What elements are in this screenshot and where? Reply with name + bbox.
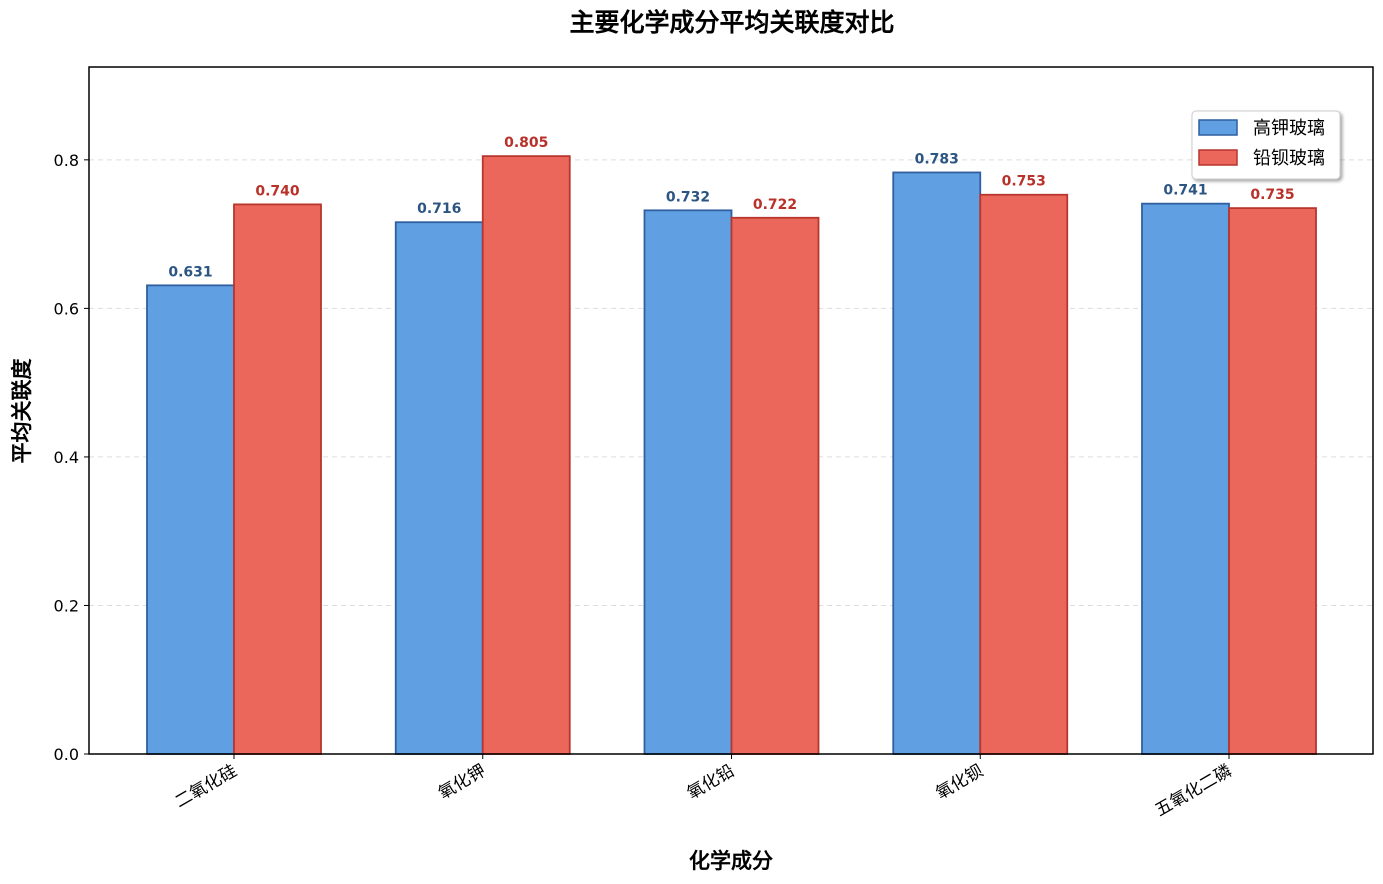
bar-high-potassium [146,284,235,755]
bar-high-potassium [643,209,733,755]
bar-lead-barium [730,216,820,755]
x-tick-label: 氧化铅 [684,761,738,804]
chart-title: 主要化学成分平均关联度对比 [569,8,894,37]
x-tick-label: 氧化钾 [435,761,489,804]
bar-value-label: 0.716 [417,201,461,217]
bar-value-label: 0.783 [915,151,959,167]
bar-value-label: 0.722 [753,197,797,213]
bar-lead-barium [979,193,1069,755]
y-tick-label: 0.4 [54,448,79,467]
x-tick-label: 氧化钡 [933,761,987,804]
legend: 高钾玻璃 铅钡玻璃 [1191,110,1341,180]
value-labels: 0.631 0.740 0.716 0.805 0.732 0.722 0.783 0.753… [168,135,1294,280]
bar-value-label: 0.741 [1163,183,1207,199]
legend-label-high-potassium: 高钾玻璃 [1253,118,1325,139]
bars [146,155,1317,755]
legend-swatch-high-potassium [1198,119,1238,136]
bar-high-potassium [394,221,484,755]
y-tick-label: 0.8 [54,151,79,170]
bar-value-label: 0.805 [504,135,548,151]
legend-label-lead-barium: 铅钡玻璃 [1253,148,1325,169]
bar-value-label: 0.732 [666,189,710,205]
bar-lead-barium [481,155,571,755]
legend-swatch-lead-barium [1198,149,1238,166]
y-tick-label: 0.6 [54,299,79,318]
bar-value-label: 0.631 [168,264,212,280]
bar-high-potassium [1141,202,1230,755]
y-tick-label: 0.0 [54,745,79,764]
y-axis-ticks: 0.0 0.2 0.4 0.6 0.8 [54,151,89,764]
bar-value-label: 0.735 [1250,187,1294,203]
y-tick-label: 0.2 [54,596,79,615]
bar-lead-barium [1228,207,1317,755]
x-tick-label: 二氧化硅 [172,761,241,812]
bar-high-potassium [892,171,982,755]
bar-value-label: 0.753 [1002,174,1046,190]
bar-value-label: 0.740 [255,183,300,199]
x-axis-ticks: 二氧化硅 氧化钾 氧化铅 氧化钡 五氧化二磷 [172,754,1236,821]
y-axis-label: 平均关联度 [10,359,34,464]
x-tick-label: 五氧化二磷 [1152,761,1236,821]
bar-lead-barium [233,203,322,755]
x-axis-label: 化学成分 [689,849,773,873]
